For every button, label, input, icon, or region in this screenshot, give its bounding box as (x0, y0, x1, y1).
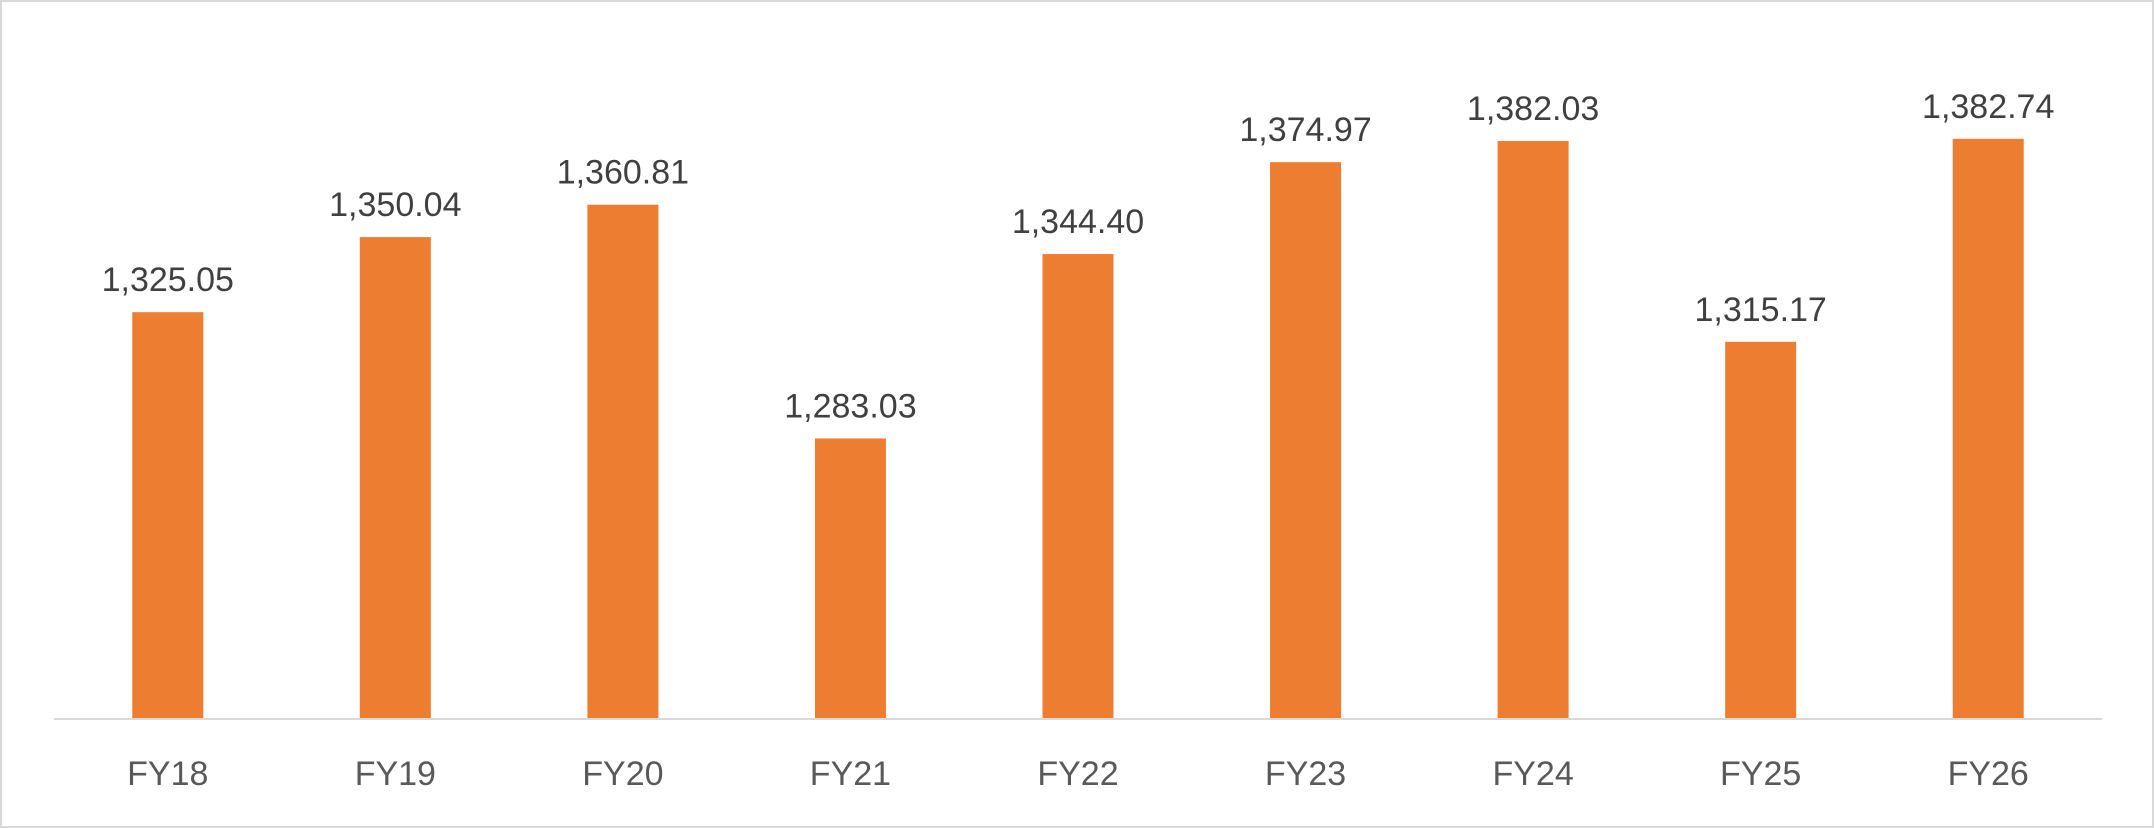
x-tick-label-fy26: FY26 (1948, 755, 2029, 793)
x-tick-label-fy18: FY18 (127, 755, 208, 793)
data-label-fy21: 1,283.03 (784, 387, 916, 425)
x-tick-label-fy22: FY22 (1037, 755, 1118, 793)
bar-fy26 (1952, 138, 2024, 719)
data-label-fy25: 1,315.17 (1694, 291, 1826, 329)
bar-fy22 (1042, 254, 1114, 718)
data-label-fy20: 1,360.81 (557, 154, 689, 192)
x-tick-label-fy23: FY23 (1265, 755, 1346, 793)
x-tick-label-fy25: FY25 (1720, 755, 1801, 793)
bar-fy18 (132, 312, 204, 718)
bar-fy21 (814, 438, 886, 718)
x-tick-label-fy21: FY21 (810, 755, 891, 793)
bars-group (132, 138, 2024, 719)
data-label-fy19: 1,350.04 (329, 186, 461, 224)
x-tick-label-fy24: FY24 (1492, 755, 1573, 793)
bar-fy25 (1725, 341, 1797, 718)
x-tick-labels-group: FY18 FY19 FY20 FY21 FY22 FY23 FY24 FY25 FY26 (127, 755, 2029, 793)
data-label-fy18: 1,325.05 (102, 261, 234, 299)
data-label-fy23: 1,374.97 (1239, 111, 1371, 149)
data-label-fy24: 1,382.03 (1467, 90, 1599, 128)
data-labels-group: 1,325.05 1,350.04 1,360.81 1,283.03 1,344.40… (102, 88, 2055, 426)
bar-fy24 (1497, 140, 1569, 719)
data-label-fy22: 1,344.40 (1012, 203, 1144, 241)
bar-fy19 (359, 237, 431, 718)
bar-fy23 (1270, 162, 1342, 718)
x-tick-label-fy20: FY20 (582, 755, 663, 793)
bar-fy20 (587, 204, 659, 718)
data-label-fy26: 1,382.74 (1922, 88, 2054, 126)
x-tick-label-fy19: FY19 (355, 755, 436, 793)
